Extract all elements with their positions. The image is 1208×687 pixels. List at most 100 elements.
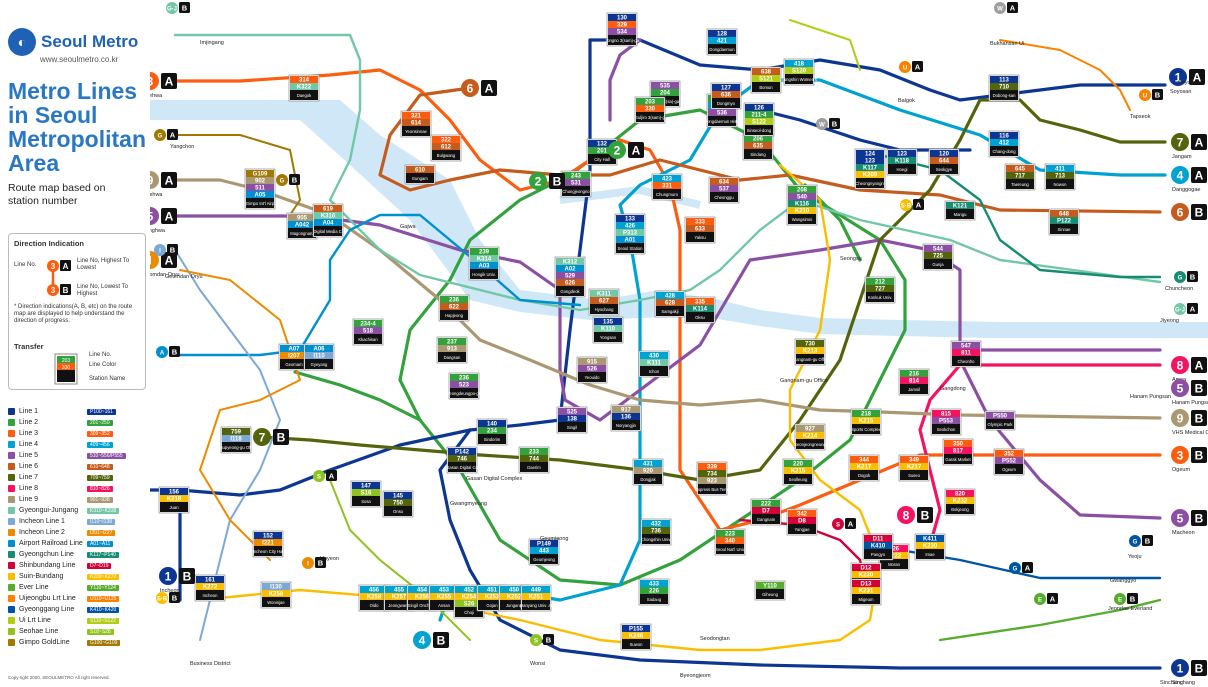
station-code: 421	[717, 39, 728, 45]
marker-direction: B	[1190, 273, 1196, 282]
terminal-direction: B	[277, 431, 286, 445]
station-code: 322	[441, 138, 452, 144]
marker-direction: B	[172, 348, 178, 357]
terminal-badge: 4 A Danggogae	[1171, 166, 1207, 193]
station-code: 713	[1055, 174, 1066, 180]
direction-icon	[273, 429, 289, 445]
svg-text:203: 203	[62, 358, 71, 364]
svg-text:A: A	[63, 262, 69, 271]
station-code: 511	[255, 186, 265, 192]
station-label: Gangdong	[940, 386, 966, 392]
line-number-icon	[1171, 166, 1189, 184]
line-legend-name: Gimpo GoldLine	[19, 639, 70, 646]
station-code: 449	[531, 588, 542, 594]
transfer-heading: Transfer	[14, 342, 44, 351]
station-label: Wonsi	[530, 661, 545, 667]
line-legend-range: P100~161	[87, 408, 116, 415]
station-name: Kkachisan	[358, 337, 378, 342]
station-name: Chungmuro	[656, 192, 679, 197]
line-legend-name: Gyeongui-Jungang	[19, 507, 79, 514]
direction-icon	[1191, 167, 1207, 183]
station-label: Gangnam-gu Office	[780, 378, 828, 384]
direction-marker: G·J B	[166, 2, 190, 14]
station-name: Seonjeongneung	[794, 442, 826, 447]
marker-letter: I	[307, 562, 309, 568]
line-number-icon	[159, 567, 177, 585]
line-legend-name: Gyeongchun Line	[19, 551, 74, 558]
station-code: 428	[665, 294, 676, 300]
station-name: Jeongwang	[388, 603, 410, 608]
station-code: Y110	[763, 584, 777, 590]
marker-direction: B	[1155, 91, 1161, 100]
station-label: Geomdan Oryu	[165, 274, 203, 280]
line-legend-row: Shinbundang Line D7~D19	[8, 560, 148, 571]
marker-letter: G	[158, 134, 163, 140]
direction-icon	[1189, 69, 1205, 85]
station-label: Bukhansan Ui	[990, 41, 1024, 47]
direction-legend: Direction Indication Line No. 3 A 3 B Li…	[8, 233, 146, 390]
station-name: Dongdaemun Histo	[704, 119, 741, 124]
terminal-name: Macheon	[1172, 530, 1195, 536]
station-code: 531	[571, 181, 582, 187]
station-label: Business District	[190, 661, 231, 667]
station-code: 222	[761, 502, 772, 508]
terminal-direction: A	[165, 254, 174, 268]
line-color-swatch-icon	[8, 419, 15, 426]
line-legend-name: Line 8	[19, 485, 39, 492]
station-name: Garak Market	[945, 457, 971, 462]
station-code: 536	[717, 111, 728, 117]
line-number-icon	[1171, 659, 1189, 677]
station-name: Jongno 3(sam)-ga	[605, 38, 640, 43]
station-code: 913	[447, 347, 458, 353]
direction-icon	[1191, 510, 1207, 526]
station-name: Magongnaru	[290, 231, 314, 236]
marker-direction: B	[172, 594, 178, 603]
station-name: Migeum	[859, 597, 874, 602]
station-code: 226	[649, 589, 660, 595]
station-code: 455	[394, 588, 405, 594]
terminal-line: 9	[147, 174, 154, 188]
station-name: Express Bus Term	[695, 487, 729, 492]
station-name: Taereung	[1011, 182, 1029, 187]
station-code: K251	[529, 595, 544, 601]
station-name: Cheongnyangni	[855, 181, 884, 186]
station-code: 628	[665, 301, 676, 307]
direction-icon	[917, 507, 933, 523]
svg-text:B: B	[63, 286, 69, 295]
station-code: 423	[662, 177, 673, 183]
station-code: 547	[961, 344, 972, 350]
terminal-name: Sinchang	[1172, 680, 1195, 686]
terminal-line: 6	[1177, 206, 1184, 220]
terminal-direction: B	[1195, 512, 1204, 526]
station-name: Jamsil	[908, 387, 920, 392]
line-legend-name: Incheon Line 2	[19, 529, 65, 536]
line-legend-name: Line 2	[19, 419, 39, 426]
direction-icon	[1191, 380, 1207, 396]
terminal-direction: A	[165, 75, 174, 89]
station-code: 349	[909, 458, 920, 464]
station-code: 432	[651, 522, 662, 528]
terminal-line: 6	[467, 82, 474, 96]
line-legend-row: Ever Line Y110~Y124	[8, 582, 148, 593]
station-code: I130	[270, 585, 282, 591]
marker-direction: A	[329, 472, 335, 481]
terminal-name: Ogeum	[1172, 467, 1190, 473]
station-name: Incheon City Hal	[253, 549, 284, 554]
marker-letter: G	[1013, 567, 1018, 573]
